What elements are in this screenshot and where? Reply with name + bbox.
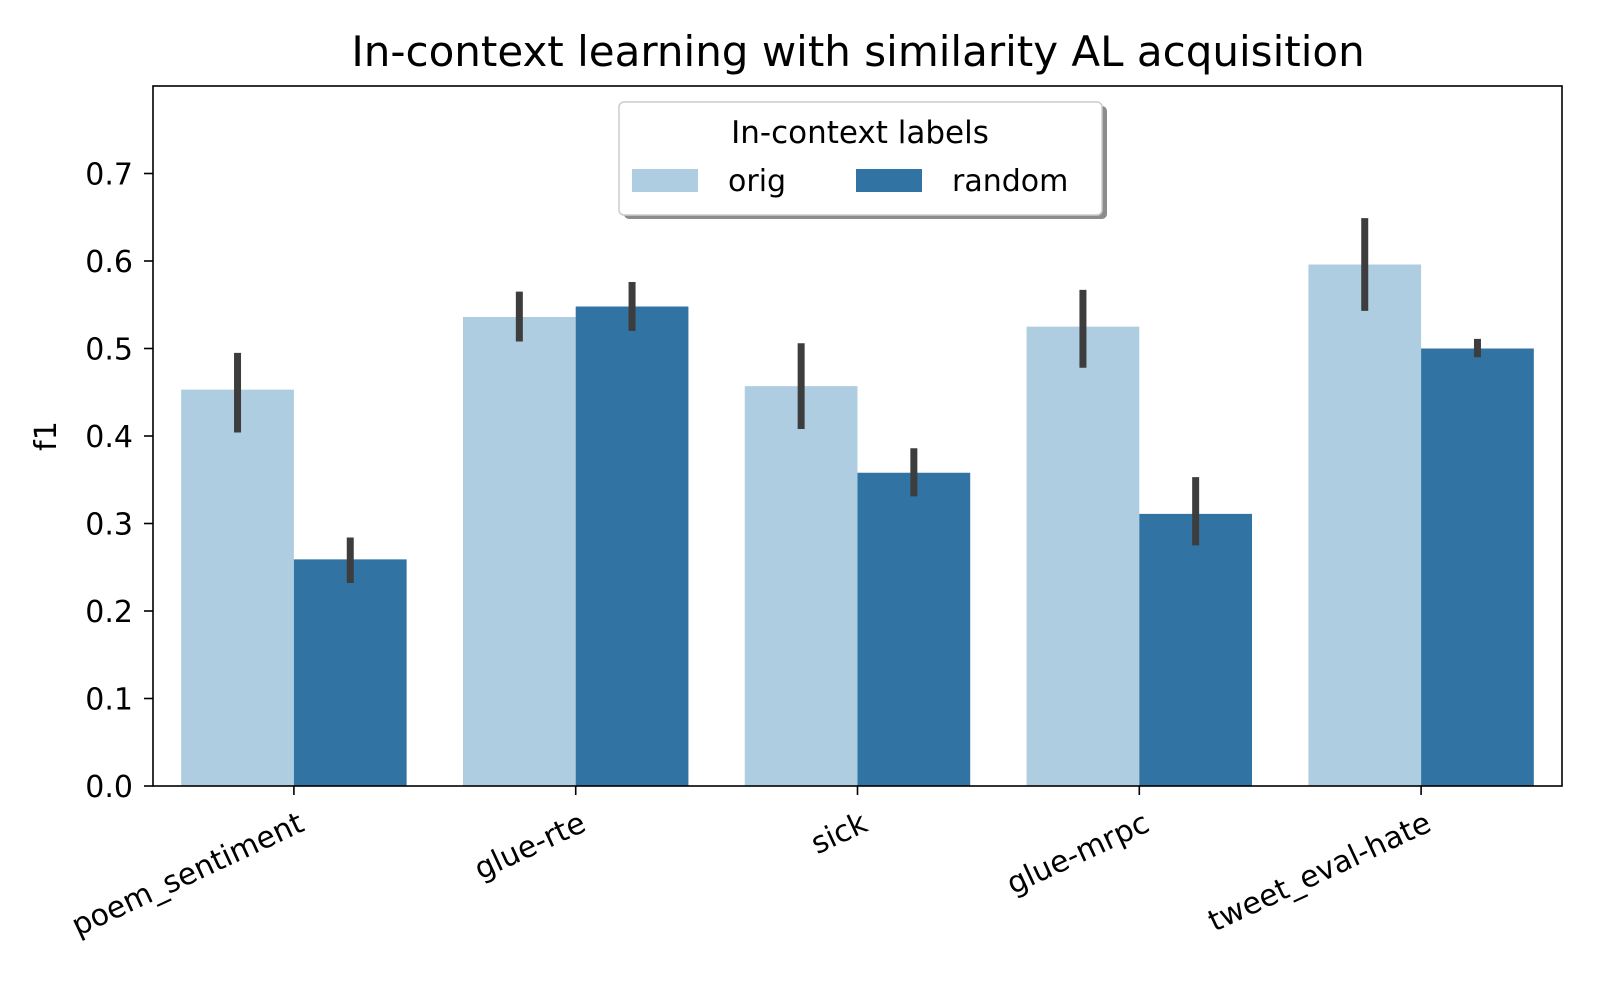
bar-random-glue-mrpc [1139,513,1253,787]
bar-orig-glue-rte [462,317,576,786]
y-tick-label: 0.7 [85,158,133,193]
legend-swatch-orig [632,169,698,192]
bar-random-tweet_eval-hate [1421,348,1534,786]
legend-title: In-context labels [731,115,989,151]
chart-title: In-context learning with similarity AL a… [351,27,1364,76]
x-tick-label: sick [806,805,874,861]
x-axis: poem_sentiment glue-rte sick glue-mrpc tweet… [66,786,1436,944]
y-tick-label: 0.0 [85,770,133,805]
y-axis-label: f1 [29,421,64,451]
x-tick-label: tweet_eval-hate [1203,806,1437,940]
y-tick-label: 0.2 [85,595,133,630]
y-tick-label: 0.5 [85,333,133,368]
legend-box [618,101,1103,216]
bars-layer [181,264,1534,787]
bar-random-glue-rte [575,306,689,786]
legend-items: orig random [632,164,1068,199]
bar-random-sick [857,472,971,786]
bar-orig-glue-mrpc [1026,326,1140,787]
y-tick-label: 0.4 [85,420,133,455]
bar-orig-sick [744,386,858,787]
x-tick-label: glue-mrpc [1001,806,1154,902]
legend-swatch-random [856,169,922,192]
bar-random-poem_sentiment [293,559,407,787]
legend-label-orig: orig [728,164,786,199]
y-tick-label: 0.6 [85,245,133,280]
legend: In-context labels orig random [618,101,1107,219]
legend-label-random: random [952,164,1068,199]
x-tick-label: poem_sentiment [66,805,309,943]
error-bars-layer [234,218,1481,583]
y-tick-label: 0.3 [85,508,133,543]
y-axis: 0.0 0.1 0.2 0.3 0.4 0.5 0.6 0.7 [85,158,153,805]
x-tick-label: glue-rte [469,806,591,888]
bar-orig-poem_sentiment [181,389,294,787]
bar-orig-tweet_eval-hate [1308,264,1422,786]
y-tick-label: 0.1 [85,683,133,718]
